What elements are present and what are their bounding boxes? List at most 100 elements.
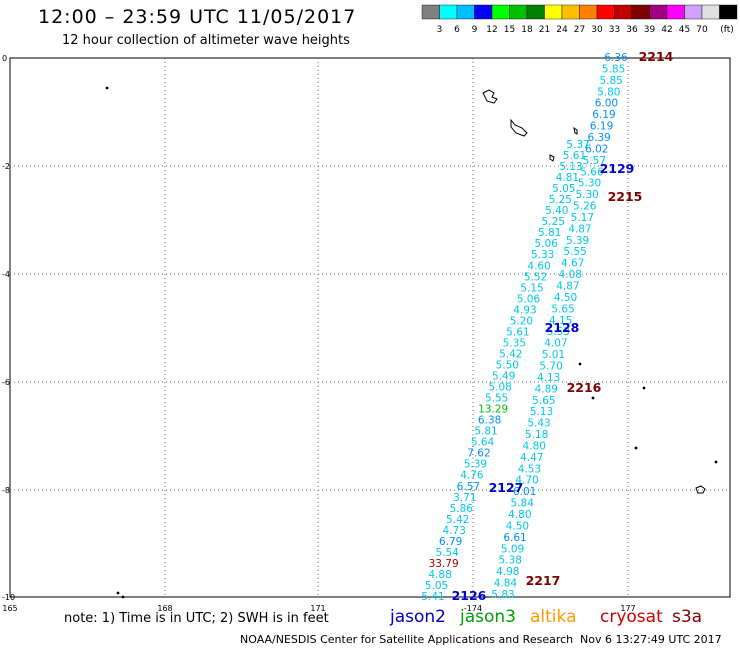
track-b-value: 5.33 (531, 249, 554, 261)
track-b-value: 5.42 (499, 348, 522, 360)
colorbar-label: 24 (556, 25, 568, 35)
islet-dot (591, 396, 595, 400)
track-b-value: 5.42 (446, 514, 469, 526)
colorbar-label: 6 (454, 25, 460, 35)
track-b-value: 5.06 (517, 293, 541, 305)
pass-label: 2214 (639, 49, 674, 64)
colorbar-label: 27 (574, 25, 585, 35)
note-text: note: 1) Time is in UTC; 2) SWH is in fe… (64, 611, 329, 626)
colorbar-label: 9 (472, 25, 478, 35)
track-a-value: 4.87 (556, 281, 579, 293)
track-a-value: 4.98 (496, 566, 519, 578)
track-b-value: 5.35 (503, 337, 526, 349)
track-b-value: 6.79 (439, 536, 462, 548)
track-b-value: 5.50 (496, 359, 519, 371)
track-a-value: 4.84 (494, 578, 518, 590)
track-b-value: 5.52 (524, 271, 547, 283)
pass-label: 2215 (608, 189, 643, 204)
track-b-value: 5.25 (549, 194, 572, 206)
colorbar-label: 36 (626, 25, 638, 35)
legend-altika: altika (530, 607, 577, 627)
colorbar-label: 45 (679, 25, 690, 35)
track-b-value: 5.15 (520, 282, 543, 294)
track-b-value: 5.81 (538, 227, 561, 239)
islet-dot (634, 446, 638, 450)
pass-label: 2127 (489, 480, 524, 495)
track-b-value: 5.49 (492, 371, 515, 383)
track-b-value: 5.39 (464, 459, 487, 471)
track-a-value: 5.57 (583, 155, 606, 167)
page-title: 12:00 – 23:59 UTC 11/05/2017 (38, 6, 357, 28)
colorbar-label: 3 (437, 25, 443, 35)
colorbar-label: 70 (696, 25, 708, 35)
track-a-value: 4.80 (523, 440, 546, 452)
track-b-value: 3.71 (453, 492, 476, 504)
track-b-value: 5.37 (566, 139, 589, 151)
track-a-value: 5.53 (547, 326, 570, 338)
lat-label: -6 (2, 378, 10, 387)
lat-label: -4 (2, 270, 10, 279)
timestamp-text: Nov 6 13:27:49 UTC 2017 (580, 633, 722, 646)
track-a-value: 4.50 (554, 292, 577, 304)
track-b-value: 5.61 (506, 326, 529, 338)
track-b-value: 4.81 (556, 172, 579, 184)
track-a-value: 4.47 (520, 452, 543, 464)
track-a-value: 5.66 (580, 166, 604, 178)
lon-label: 177 (620, 604, 635, 613)
track-b-value: 5.13 (559, 161, 582, 173)
track-b-value: 6.57 (457, 481, 480, 493)
track-b-value: 4.60 (527, 260, 550, 272)
legend-cryosat: cryosat (600, 607, 663, 627)
lon-label: 171 (310, 604, 325, 613)
track-a-value: 5.55 (563, 246, 586, 258)
track-a-value: 5.65 (551, 303, 574, 315)
islet-dot (578, 362, 582, 366)
islet-dot (121, 595, 125, 599)
track-b-value: 13.29 (478, 404, 508, 416)
track-a-value: 4.15 (549, 315, 572, 327)
track-a-value: 5.83 (491, 589, 514, 601)
lon-label: -174 (464, 604, 482, 613)
track-a-value: 5.17 (571, 212, 594, 224)
track-a-value: 5.85 (602, 63, 625, 75)
colorbar-label: 15 (504, 25, 515, 35)
track-a-value: 6.19 (590, 121, 613, 133)
track-b-value: 4.88 (428, 569, 451, 581)
track-a-value: 5.30 (578, 178, 601, 190)
track-a-value: 4.89 (535, 383, 558, 395)
track-a-value: 5.84 (511, 498, 535, 510)
pass-label: 2216 (567, 380, 602, 395)
track-a-value: 5.09 (501, 543, 524, 555)
lat-label: 0 (2, 54, 7, 63)
track-a-value: 5.18 (525, 429, 548, 441)
track-b-value: 7.62 (467, 448, 490, 460)
track-a-value: 6.02 (585, 143, 608, 155)
track-a-value: 6.61 (503, 532, 526, 544)
legend-jason3: jason3 (460, 607, 516, 627)
track-a-value: 6.00 (595, 98, 618, 110)
track-b-value: 5.64 (471, 437, 495, 449)
colorbar-label: 18 (521, 25, 533, 35)
track-a-value: 4.80 (508, 509, 531, 521)
colorbar-label: 33 (609, 25, 620, 35)
track-a-value: 4.13 (537, 372, 560, 384)
track-a-value: 5.38 (499, 555, 522, 567)
track-a-value: 5.39 (566, 235, 589, 247)
island-outline (482, 89, 498, 104)
colorbar-swatch (719, 4, 738, 20)
track-a-value: 4.50 (506, 520, 529, 532)
colorbar-label: 12 (486, 25, 497, 35)
credit-text: NOAA/NESDIS Center for Satellite Applica… (240, 633, 574, 646)
track-b-value: 5.41 (421, 591, 444, 603)
track-a-value: 5.26 (573, 201, 597, 213)
track-b-value: 33.79 (429, 558, 459, 570)
colorbar-label: 30 (591, 25, 603, 35)
track-a-value: 5.65 (532, 395, 555, 407)
track-a-value: 5.85 (599, 75, 622, 87)
track-b-value: 5.06 (534, 238, 558, 250)
islet-dot (116, 591, 120, 595)
islet-dot (642, 386, 646, 390)
lon-label: 165 (2, 604, 17, 613)
island-outline (695, 485, 706, 494)
